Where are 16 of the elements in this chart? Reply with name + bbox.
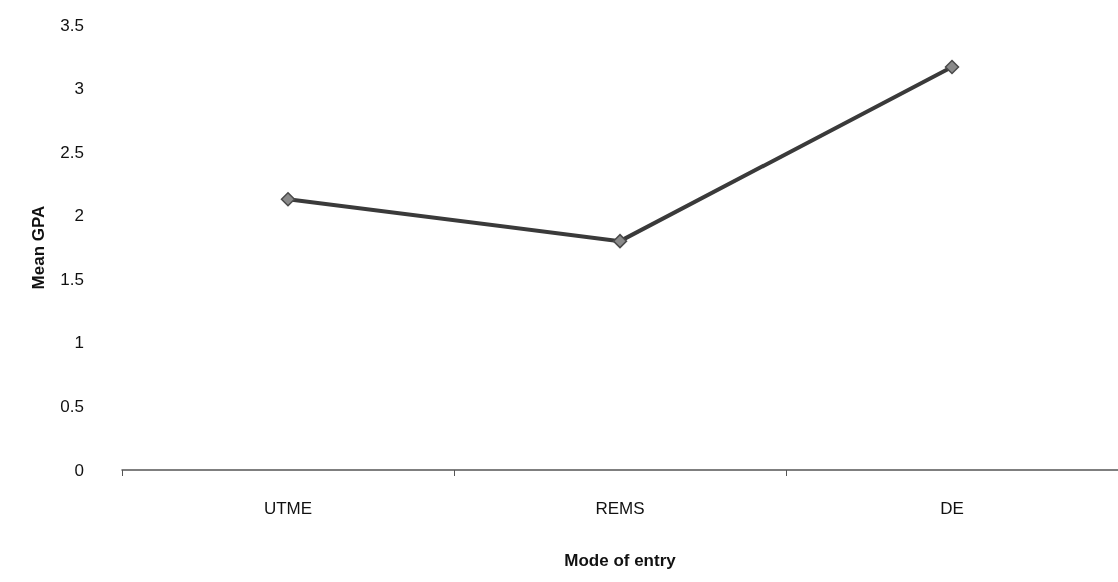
y-tick-label: 1 <box>74 333 84 353</box>
point <box>944 59 960 75</box>
x-tick-label: DE <box>940 499 964 518</box>
x-axis-title: Mode of entry <box>564 551 677 570</box>
y-tick-label: 2 <box>74 206 84 226</box>
y-tick-label: 0 <box>74 460 84 480</box>
y-axis-title: Mean GPA <box>29 205 48 290</box>
y-tick-label: 1.5 <box>60 269 84 289</box>
y-tick-label: 3.5 <box>60 15 84 35</box>
y-tick-label: 3 <box>74 79 84 99</box>
point <box>280 191 296 207</box>
x-tick-label: REMS <box>595 499 645 518</box>
y-tick-label: 2.5 <box>60 142 84 162</box>
point <box>612 233 628 249</box>
x-tick-label: UTME <box>263 499 313 518</box>
y-tick-label: 0.5 <box>60 396 84 416</box>
